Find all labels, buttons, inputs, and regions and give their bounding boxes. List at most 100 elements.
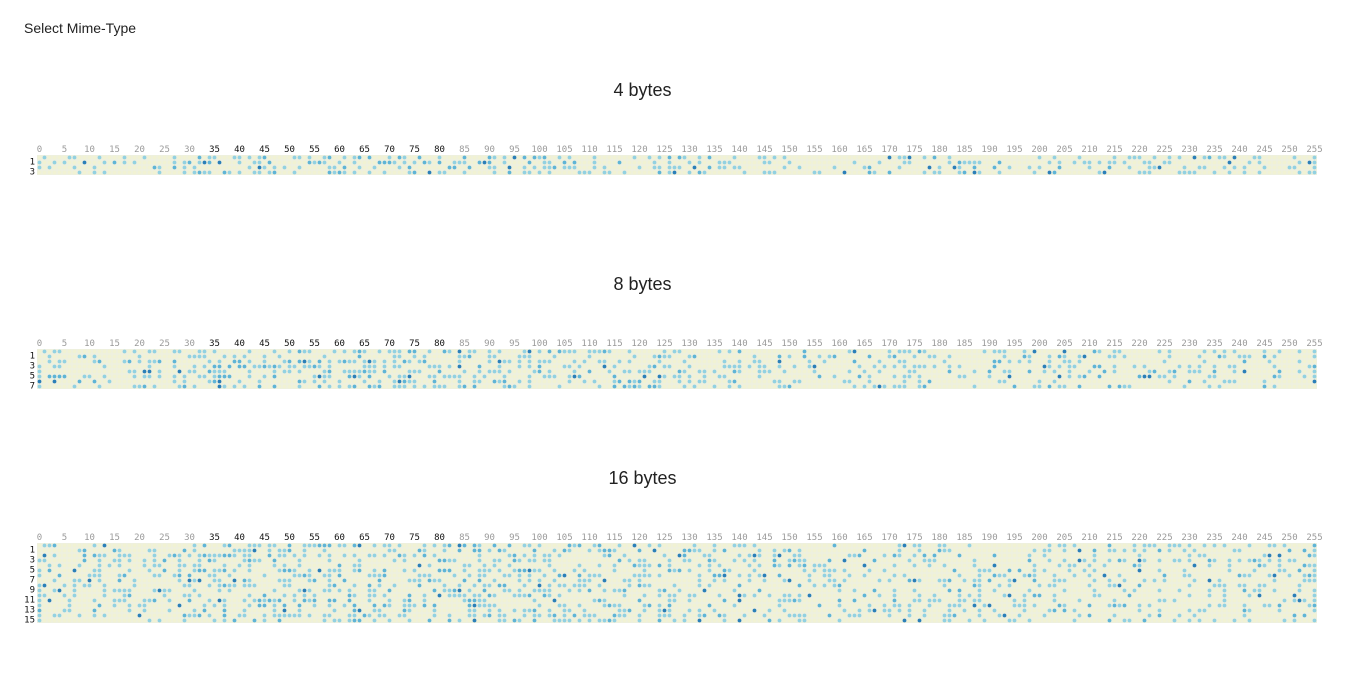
- heatmap-cell: [322, 563, 327, 568]
- heatmap-cell: [332, 374, 337, 379]
- heatmap-cell: [852, 170, 857, 175]
- heatmap-cell: [437, 155, 442, 160]
- heatmap-cell: [1197, 364, 1202, 369]
- heatmap-cell: [247, 548, 252, 553]
- heatmap-cell: [187, 349, 192, 354]
- heatmap-cell: [987, 563, 992, 568]
- heatmap-cell: [207, 384, 212, 389]
- heatmap-cell: [962, 563, 967, 568]
- heatmap-cell: [1002, 369, 1007, 374]
- heatmap-cell: [422, 553, 427, 558]
- heatmap-cell: [137, 160, 142, 165]
- heatmap-cell: [382, 354, 387, 359]
- heatmap-cell: [1017, 364, 1022, 369]
- heatmap-cell: [122, 364, 127, 369]
- heatmap-cell: [292, 364, 297, 369]
- heatmap-cell: [52, 165, 57, 170]
- heatmap-cell: [1247, 553, 1252, 558]
- heatmap-4-bytes: 0 5 10 15 20 25 30 35 40 45 50 55 60 65 70 75 80 85 90 95 10…: [30, 145, 1323, 178]
- heatmap-cell: [1167, 369, 1172, 374]
- x-tick-label: 50: [284, 339, 295, 349]
- heatmap-cell: [382, 553, 387, 558]
- heatmap-cell: [952, 379, 957, 384]
- heatmap-cell: [1282, 369, 1287, 374]
- heatmap-cell: [1057, 359, 1062, 364]
- heatmap-cell: [212, 543, 217, 548]
- heatmap-cell: [1177, 165, 1182, 170]
- heatmap-cell: [1202, 369, 1207, 374]
- heatmap-cell: [642, 379, 647, 384]
- heatmap-cell: [1167, 384, 1172, 389]
- heatmap-cell: [1102, 349, 1107, 354]
- heatmap-cell: [962, 543, 967, 548]
- heatmap-cell: [447, 155, 452, 160]
- heatmap-cell: [1192, 374, 1197, 379]
- heatmap-cell: [1082, 170, 1087, 175]
- heatmap-cell: [1187, 553, 1192, 558]
- heatmap-cell: [917, 364, 922, 369]
- heatmap-cell: [607, 160, 612, 165]
- heatmap-cell: [977, 384, 982, 389]
- heatmap-cell: [97, 568, 102, 573]
- heatmap-cell: [717, 548, 722, 553]
- heatmap-cell: [1062, 543, 1067, 548]
- heatmap-cell: [957, 384, 962, 389]
- heatmap-cell: [87, 543, 92, 548]
- heatmap-cell: [987, 364, 992, 369]
- heatmap-cell: [1077, 379, 1082, 384]
- heatmap-cell: [77, 359, 82, 364]
- heatmap-cell: [377, 568, 382, 573]
- heatmap-cell: [1302, 359, 1307, 364]
- heatmap-cell: [282, 155, 287, 160]
- heatmap-cell: [372, 553, 377, 558]
- x-tick-label: 165: [856, 533, 872, 543]
- heatmap-cell: [612, 548, 617, 553]
- heatmap-cell: [757, 364, 762, 369]
- heatmap-cell: [1127, 349, 1132, 354]
- heatmap-cell: [457, 369, 462, 374]
- heatmap-cell: [662, 359, 667, 364]
- heatmap-cell: [197, 349, 202, 354]
- heatmap-cell: [787, 553, 792, 558]
- heatmap-cell: [742, 160, 747, 165]
- heatmap-cell: [562, 548, 567, 553]
- heatmap-cell: [1187, 364, 1192, 369]
- heatmap-cell: [457, 568, 462, 573]
- heatmap-cell: [987, 573, 992, 578]
- heatmap-cell: [1137, 165, 1142, 170]
- heatmap-cell: [492, 374, 497, 379]
- x-tick-label: 135: [706, 533, 722, 543]
- heatmap-cell: [362, 374, 367, 379]
- heatmap-cell: [1277, 543, 1282, 548]
- heatmap-cell: [102, 573, 107, 578]
- heatmap-cell: [932, 369, 937, 374]
- heatmap-cell: [527, 354, 532, 359]
- heatmap-cell: [362, 568, 367, 573]
- heatmap-cell: [82, 374, 87, 379]
- heatmap-cell: [852, 543, 857, 548]
- heatmap-cell: [552, 374, 557, 379]
- heatmap-cell: [347, 374, 352, 379]
- heatmap-cell: [427, 563, 432, 568]
- heatmap-cell: [512, 369, 517, 374]
- heatmap-cell: [187, 563, 192, 568]
- heatmap-cell: [832, 563, 837, 568]
- heatmap-cell: [822, 553, 827, 558]
- heatmap-cell: [637, 155, 642, 160]
- heatmap-cell: [1302, 160, 1307, 165]
- heatmap-cell: [947, 563, 952, 568]
- heatmap-cell: [1082, 374, 1087, 379]
- heatmap-cell: [607, 165, 612, 170]
- select-mime-type-button[interactable]: Select Mime-Type: [24, 20, 137, 36]
- heatmap-cell: [1277, 160, 1282, 165]
- heatmap-cell: [1052, 563, 1057, 568]
- heatmap-cell: [62, 170, 67, 175]
- heatmap-cell: [1052, 369, 1057, 374]
- heatmap-cell: [892, 543, 897, 548]
- heatmap-cell: [827, 354, 832, 359]
- heatmap-cell: [577, 563, 582, 568]
- heatmap-cell: [707, 354, 712, 359]
- heatmap-cell: [217, 568, 222, 573]
- heatmap-cell: [1207, 563, 1212, 568]
- heatmap-cell: [577, 573, 582, 578]
